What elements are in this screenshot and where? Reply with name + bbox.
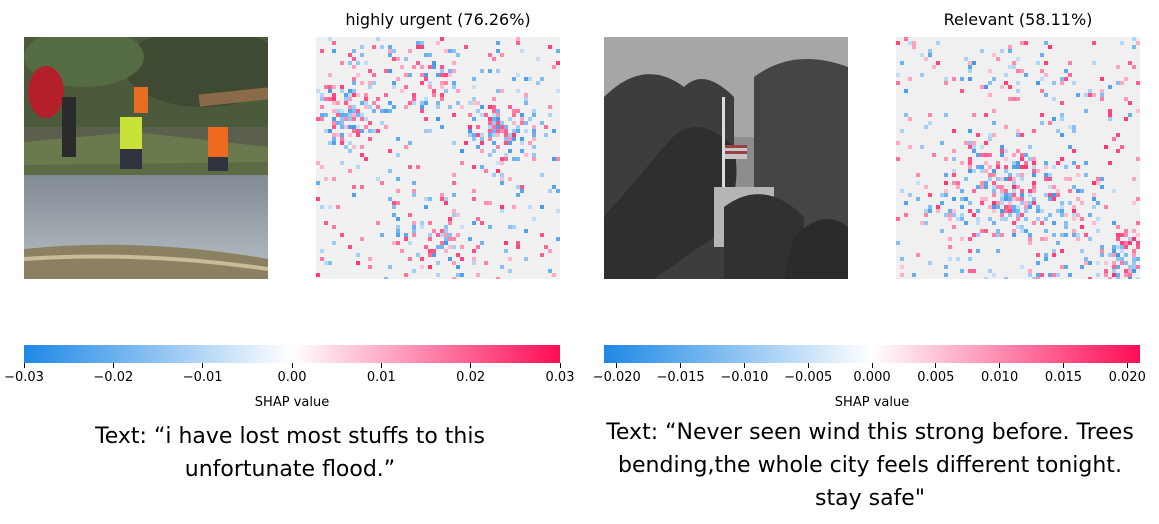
colorbar-tick-mark	[743, 363, 745, 368]
colorbar-tick-label: 0.03	[545, 370, 575, 385]
colorbar-tick-mark	[112, 363, 114, 368]
shap-heatmap-2	[896, 37, 1140, 279]
flood-photo	[24, 37, 268, 279]
colorbar-1-label: SHAP value	[254, 395, 330, 410]
colorbar-tick-label: 0.005	[917, 370, 955, 385]
colorbar-tick-mark	[999, 363, 1001, 368]
colorbar-tick-mark	[380, 363, 382, 368]
colorbar-tick-mark	[291, 363, 293, 368]
colorbar-tick-mark	[1062, 363, 1064, 368]
colorbar-1	[24, 345, 560, 363]
shap-heatmap-1	[316, 37, 560, 279]
caption-1: Text: “i have lost most stuffs to this u…	[95, 424, 485, 482]
colorbar-tick-mark	[559, 363, 561, 368]
colorbar-tick-label: 0.00	[277, 370, 307, 385]
colorbar-2-label: SHAP value	[834, 395, 910, 410]
colorbar-tick-label: −0.03	[4, 370, 44, 385]
colorbar-tick-label: −0.020	[592, 370, 641, 385]
colorbar-tick-label: 0.01	[366, 370, 396, 385]
colorbar-tick-mark	[871, 363, 873, 368]
colorbar-tick-mark	[616, 363, 618, 368]
colorbar-tick-label: 0.015	[1044, 370, 1083, 385]
colorbar-tick-label: −0.02	[93, 370, 134, 385]
colorbar-tick-label: −0.010	[720, 370, 769, 385]
colorbar-tick-label: 0.020	[1108, 370, 1146, 385]
colorbar-tick-label: 0.000	[853, 370, 891, 385]
colorbar-tick-label: −0.01	[182, 370, 223, 385]
caption-2: Text: “Never seen wind this strong befor…	[606, 420, 1134, 511]
colorbar-tick-mark	[23, 363, 25, 368]
colorbar-tick-mark	[1126, 363, 1128, 368]
panel-1-title: highly urgent (76.26%)	[345, 10, 531, 29]
colorbar-tick-label: −0.005	[784, 370, 833, 385]
colorbar-tick-label: 0.02	[456, 370, 486, 385]
panel-2-title: Relevant (58.11%)	[943, 10, 1093, 29]
colorbar-tick-mark	[807, 363, 809, 368]
colorbar-tick-mark	[202, 363, 204, 368]
hurricane-photo	[604, 37, 848, 279]
colorbar-tick-mark	[680, 363, 682, 368]
colorbar-2	[604, 345, 1140, 363]
colorbar-tick-mark	[935, 363, 937, 368]
colorbar-tick-label: 0.010	[981, 370, 1019, 385]
colorbar-tick-label: −0.015	[656, 370, 705, 385]
colorbar-tick-mark	[470, 363, 472, 368]
